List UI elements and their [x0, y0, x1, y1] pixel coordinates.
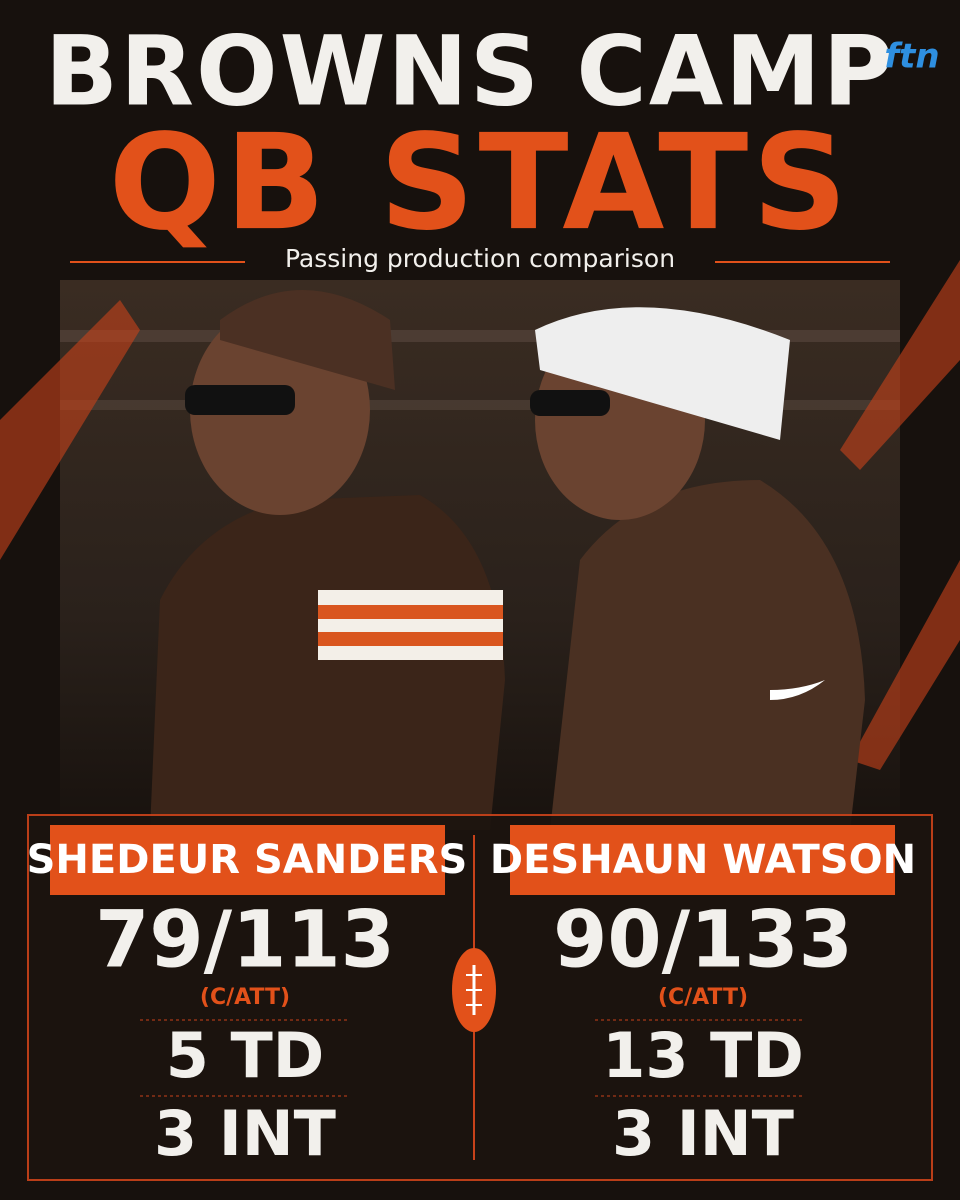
touchdowns: 13 TD: [602, 1019, 804, 1092]
railing: [60, 400, 900, 410]
player-name: SHEDEUR SANDERS: [27, 837, 468, 883]
interceptions: 3 INT: [154, 1097, 336, 1170]
completions-label: (C/ATT): [658, 985, 748, 1010]
completions-label: (C/ATT): [200, 985, 290, 1010]
interceptions: 3 INT: [612, 1097, 794, 1170]
name-banner: [510, 825, 895, 895]
subtitle: QB STATS: [109, 106, 852, 260]
tagline: Passing production comparison: [285, 244, 675, 273]
touchdowns: 5 TD: [166, 1019, 324, 1092]
player-figure-right: [530, 307, 865, 830]
name-banner: [50, 825, 445, 895]
completions: 79/113: [95, 895, 395, 985]
player-figure-left: [150, 290, 505, 830]
title: BROWNS CAMP: [45, 15, 895, 127]
football-icon: [452, 948, 496, 1032]
player-name: DESHAUN WATSON: [490, 837, 916, 883]
logo: ftn: [884, 37, 939, 77]
completions: 90/133: [553, 895, 853, 985]
